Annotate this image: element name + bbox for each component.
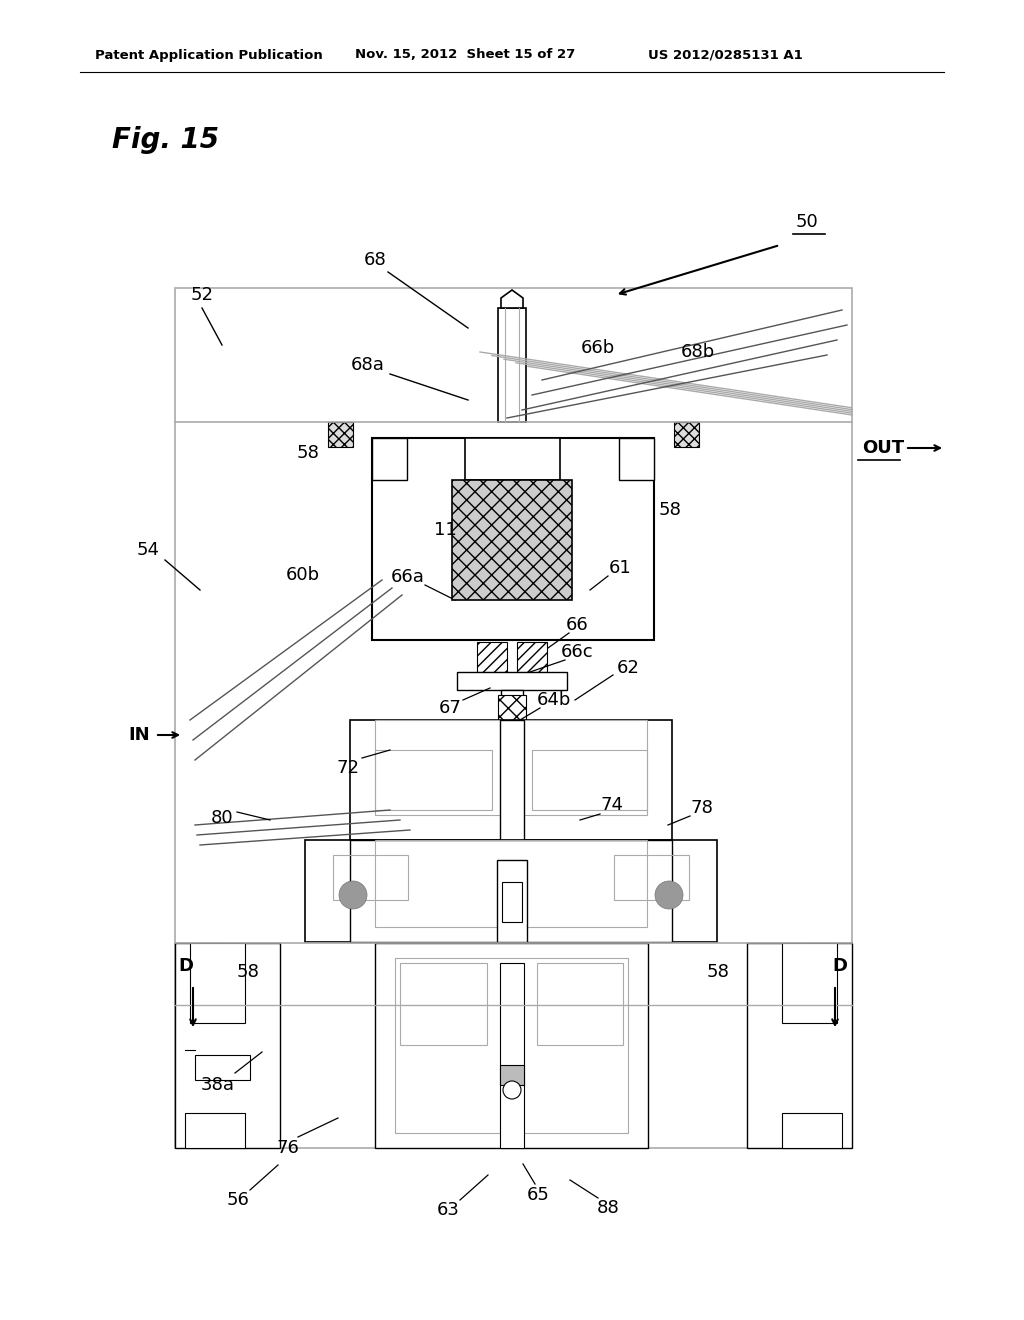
Text: D: D [178, 957, 193, 975]
Text: 78: 78 [690, 799, 714, 817]
Text: 66b: 66b [581, 339, 615, 356]
Bar [452, 480, 572, 601]
Text: 66c: 66c [561, 643, 593, 661]
Bar [517, 642, 547, 672]
Bar [375, 750, 492, 810]
Text: 63: 63 [436, 1201, 460, 1218]
Bar [375, 942, 648, 1148]
Bar [477, 642, 507, 672]
Text: 64b: 64b [537, 690, 571, 709]
Bar [395, 958, 628, 1133]
Text: 62: 62 [616, 659, 639, 677]
Bar [375, 719, 647, 814]
Bar [350, 719, 672, 840]
Bar [614, 855, 689, 900]
Text: IN: IN [128, 726, 150, 744]
Circle shape [339, 880, 367, 909]
Text: 58: 58 [237, 964, 259, 981]
Bar [500, 719, 524, 840]
Bar [328, 422, 353, 447]
Bar [457, 672, 567, 690]
Text: 52: 52 [190, 286, 213, 304]
Text: 60b: 60b [286, 566, 321, 583]
Bar [810, 942, 831, 965]
Bar [305, 840, 717, 942]
Text: 68: 68 [364, 251, 386, 269]
Bar [175, 942, 280, 1148]
Text: 80: 80 [211, 809, 233, 828]
Bar [465, 438, 560, 480]
Bar [497, 861, 527, 942]
Text: US 2012/0285131 A1: US 2012/0285131 A1 [648, 49, 803, 62]
Text: 66: 66 [565, 616, 589, 634]
Polygon shape [501, 290, 523, 308]
Text: Nov. 15, 2012  Sheet 15 of 27: Nov. 15, 2012 Sheet 15 of 27 [355, 49, 575, 62]
Bar [674, 422, 699, 447]
Bar [195, 1055, 250, 1080]
Text: 61: 61 [608, 558, 632, 577]
Bar [500, 1065, 524, 1085]
Bar [618, 438, 654, 480]
Bar [400, 964, 487, 1045]
Bar [746, 942, 852, 1148]
Text: 11: 11 [433, 521, 457, 539]
Bar [532, 750, 647, 810]
Text: 54: 54 [136, 541, 160, 558]
Text: 72: 72 [337, 759, 359, 777]
Bar [537, 964, 623, 1045]
Text: 58: 58 [658, 502, 681, 519]
Text: 58: 58 [707, 964, 729, 981]
Text: 88: 88 [597, 1199, 620, 1217]
Text: D: D [831, 957, 847, 975]
Bar [190, 942, 245, 1023]
Bar [498, 696, 526, 723]
Text: 66a: 66a [391, 568, 425, 586]
Bar [372, 438, 407, 480]
Text: 50: 50 [796, 213, 819, 231]
Bar [175, 288, 852, 1148]
Text: 65: 65 [526, 1185, 550, 1204]
Bar [195, 942, 217, 965]
Text: OUT: OUT [862, 440, 904, 457]
Text: 68b: 68b [681, 343, 715, 360]
Bar [375, 840, 647, 927]
Circle shape [655, 880, 683, 909]
Text: 58: 58 [297, 444, 319, 462]
Circle shape [503, 1081, 521, 1100]
Bar [500, 964, 524, 1148]
Bar [502, 882, 522, 921]
Text: 68a: 68a [351, 356, 385, 374]
Text: 38a: 38a [201, 1076, 234, 1094]
Bar [185, 1113, 245, 1148]
Bar [782, 1113, 842, 1148]
Bar [333, 855, 408, 900]
Bar [782, 942, 837, 1023]
Bar [350, 840, 672, 942]
Bar [501, 690, 523, 760]
Text: 67: 67 [438, 700, 462, 717]
Text: Fig. 15: Fig. 15 [112, 125, 219, 154]
Bar [498, 308, 526, 422]
Text: 56: 56 [226, 1191, 250, 1209]
Text: Patent Application Publication: Patent Application Publication [95, 49, 323, 62]
Text: 74: 74 [600, 796, 624, 814]
Bar [372, 438, 654, 640]
Text: 76: 76 [276, 1139, 299, 1158]
